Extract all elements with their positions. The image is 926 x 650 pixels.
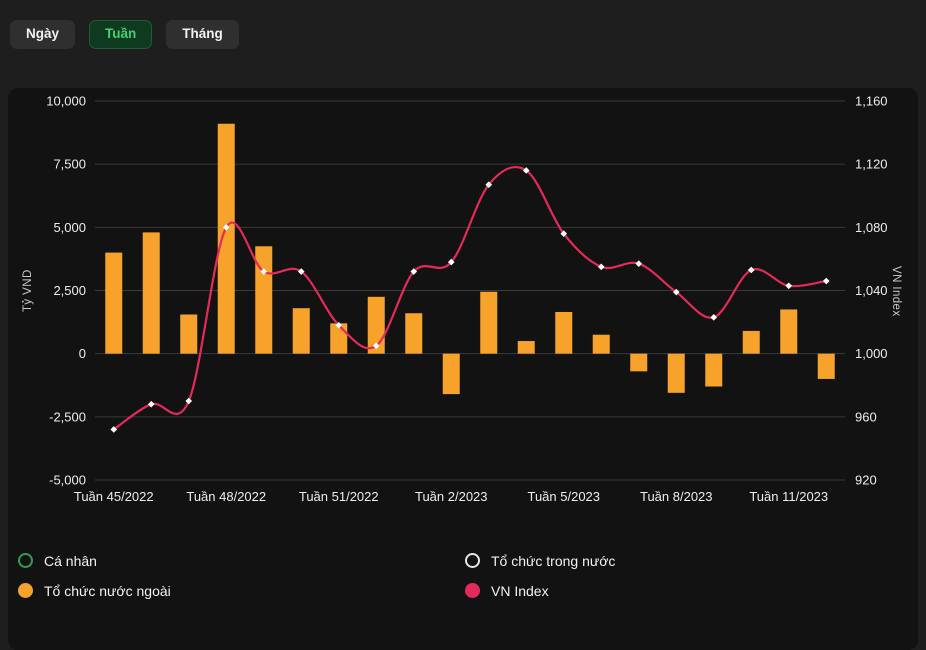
right-axis-tick: 1,120 [855, 157, 888, 172]
right-axis-tick: 920 [855, 473, 877, 488]
legend-label: VN Index [491, 582, 549, 599]
tab-week[interactable]: Tuần [89, 20, 153, 49]
bar-foreign-net-value[interactable] [555, 311, 573, 354]
legend-item-ca-nhan[interactable]: Cá nhân [18, 546, 465, 575]
timeframe-toolbar: Ngày Tuần Tháng [10, 20, 239, 49]
legend-label: Tổ chức trong nước [491, 552, 616, 569]
bar-foreign-net-value[interactable] [142, 232, 160, 354]
bar-foreign-net-value[interactable] [105, 252, 123, 354]
legend-item-vn-index[interactable]: VN Index [465, 576, 902, 605]
bar-foreign-net-value[interactable] [592, 334, 610, 354]
line-marker-diamond-icon[interactable] [297, 268, 305, 275]
bar-foreign-net-value[interactable] [217, 123, 235, 354]
line-marker-diamond-icon[interactable] [485, 181, 493, 188]
line-marker-diamond-icon[interactable] [410, 268, 418, 275]
right-axis-tick: 1,000 [855, 346, 888, 361]
line-marker-diamond-icon[interactable] [785, 282, 793, 290]
tab-day[interactable]: Ngày [10, 20, 76, 49]
bar-foreign-net-value[interactable] [667, 353, 685, 393]
x-axis-tick: Tuần 45/2022 [74, 489, 154, 504]
foreign-flow-vnindex-chart[interactable]: 10,000 1,160 7,500 1,120 5,000 1,080 2,500 1,04… [8, 88, 918, 518]
right-axis-tick: 960 [855, 409, 877, 424]
right-axis-title: VN Index [890, 265, 902, 317]
left-axis-tick: 5,000 [53, 220, 86, 235]
left-axis-tick: 0 [79, 346, 86, 361]
bar-foreign-net-value[interactable] [405, 313, 423, 354]
line-marker-diamond-icon[interactable] [672, 288, 680, 296]
legend-item-to-chuc-nuoc-ngoai[interactable]: Tổ chức nước ngoài [18, 576, 465, 605]
line-marker-diamond-icon[interactable] [635, 260, 643, 267]
bar-foreign-net-value[interactable] [742, 330, 760, 354]
tab-month[interactable]: Tháng [166, 20, 239, 49]
bar-foreign-net-value[interactable] [630, 353, 648, 372]
x-axis-tick: Tuần 48/2022 [186, 489, 266, 504]
left-axis-tick: 7,500 [53, 157, 86, 172]
line-marker-diamond-icon[interactable] [597, 263, 605, 271]
line-marker-diamond-icon[interactable] [522, 167, 530, 174]
bar-foreign-net-value[interactable] [480, 291, 498, 354]
legend-label: Cá nhân [44, 552, 97, 569]
bar-foreign-net-value[interactable] [292, 308, 310, 354]
line-marker-diamond-icon[interactable] [335, 321, 343, 329]
bar-foreign-net-value[interactable] [180, 314, 198, 354]
right-axis-tick: 1,080 [855, 220, 888, 235]
x-axis-tick: Tuần 5/2023 [527, 489, 600, 504]
line-marker-diamond-icon[interactable] [147, 400, 155, 408]
line-marker-diamond-icon[interactable] [447, 258, 455, 266]
bar-foreign-net-value[interactable] [517, 341, 535, 354]
line-marker-diamond-icon[interactable] [110, 426, 118, 433]
chart-legend: Cá nhân Tổ chức trong nước Tổ chức nước … [18, 546, 902, 605]
line-marker-diamond-icon[interactable] [260, 268, 268, 275]
legend-circle-icon [18, 583, 33, 598]
bar-foreign-net-value[interactable] [705, 353, 723, 387]
legend-item-to-chuc-trong-nuoc[interactable]: Tổ chức trong nước [465, 546, 902, 575]
left-axis-tick: 2,500 [53, 283, 86, 298]
bar-foreign-net-value[interactable] [442, 353, 460, 395]
legend-circle-icon [18, 553, 33, 568]
left-axis-tick: -2,500 [49, 409, 86, 424]
line-marker-diamond-icon[interactable] [747, 266, 755, 274]
left-axis-tick: -5,000 [49, 473, 86, 488]
line-marker-diamond-icon[interactable] [560, 230, 568, 237]
bar-foreign-net-value[interactable] [780, 309, 798, 354]
line-marker-diamond-icon[interactable] [185, 397, 193, 405]
bar-foreign-net-value[interactable] [817, 353, 835, 379]
line-marker-diamond-icon[interactable] [222, 224, 230, 231]
legend-circle-icon [465, 553, 480, 568]
x-axis-tick: Tuần 11/2023 [749, 489, 828, 504]
line-marker-diamond-icon[interactable] [822, 277, 830, 285]
line-marker-diamond-icon[interactable] [710, 314, 718, 321]
legend-circle-icon [465, 583, 480, 598]
line-marker-diamond-icon[interactable] [372, 342, 380, 350]
x-axis-tick: Tuần 2/2023 [415, 489, 488, 504]
legend-label: Tổ chức nước ngoài [44, 582, 171, 599]
x-axis-tick: Tuần 51/2022 [299, 489, 379, 504]
x-axis-tick: Tuần 8/2023 [640, 489, 713, 504]
right-axis-tick: 1,040 [855, 283, 888, 298]
right-axis-tick: 1,160 [855, 94, 888, 109]
left-axis-tick: 10,000 [46, 94, 86, 109]
chart-panel: Tỷ VND 10,000 1,160 7,500 1,120 5,000 1,080 2,… [8, 88, 918, 650]
